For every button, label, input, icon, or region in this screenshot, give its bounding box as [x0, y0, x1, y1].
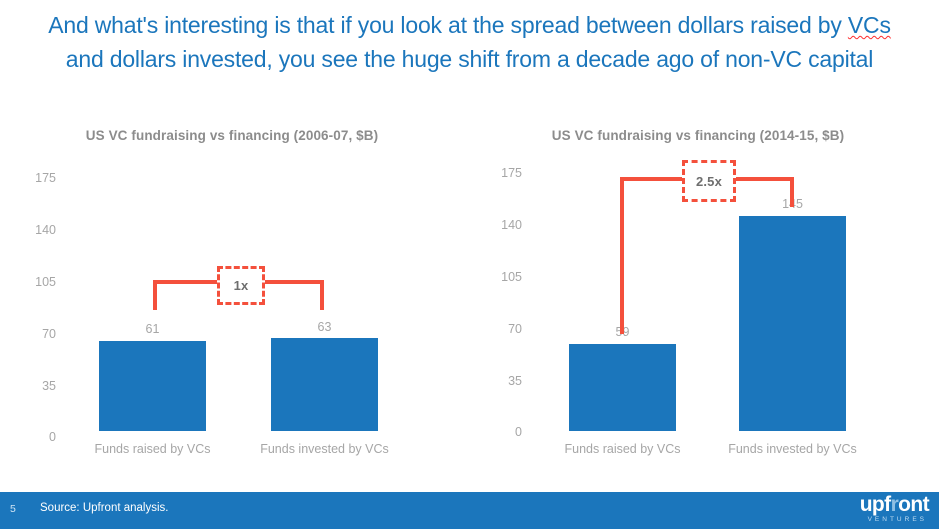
- chart-right-title: US VC fundraising vs financing (2014-15,…: [551, 128, 845, 143]
- chart-left-bracket-left-stem: [153, 280, 157, 310]
- slide-footer: 5 Source: Upfront analysis. upfront VENT…: [0, 492, 939, 529]
- chart-right-annotation-25x: 2.5x: [682, 160, 736, 202]
- chart-left-ytick-35: 35: [42, 379, 56, 393]
- chart-right-ytick-0: 0: [515, 425, 522, 439]
- chart-left-annotation-1x: 1x: [217, 266, 265, 305]
- logo-wordmark: upfront: [819, 493, 930, 516]
- chart-left: US VC fundraising vs financing (2006-07,…: [8, 118, 468, 478]
- chart-left-xlabel-funds-raised: Funds raised by VCs: [94, 442, 211, 456]
- chart-left-xlabel-funds-invested: Funds invested by VCs: [260, 442, 389, 456]
- chart-right-bracket-right-stem: [790, 177, 794, 207]
- chart-right: US VC fundraising vs financing (2014-15,…: [472, 118, 932, 478]
- chart-right-plot: 175 140 105 70 35 0 59 145 Funds raised …: [472, 118, 932, 478]
- chart-right-ytick-105: 105: [501, 270, 522, 284]
- chart-right-bracket-left-stem: [620, 177, 624, 334]
- chart-right-xlabel-funds-raised: Funds raised by VCs: [564, 442, 681, 456]
- chart-left-value-funds-invested: 63: [317, 320, 332, 334]
- chart-right-ytick-140: 140: [501, 218, 522, 232]
- chart-left-ytick-0: 0: [49, 430, 56, 444]
- chart-right-ytick-175: 175: [501, 166, 522, 180]
- chart-right-bar-funds-raised: [569, 344, 676, 431]
- chart-right-bar-funds-invested: [739, 216, 846, 431]
- source-note: Source: Upfront analysis.: [40, 502, 169, 514]
- chart-left-value-funds-raised: 61: [145, 322, 160, 336]
- chart-left-plot: 175 140 105 70 35 0 61 63 Funds raised b…: [8, 118, 468, 478]
- slide-headline: And what's interesting is that if you lo…: [0, 8, 939, 76]
- headline-line-2: and dollars invested, you see the huge s…: [65, 46, 874, 72]
- headline-line-1: And what's interesting is that if you lo…: [0, 8, 939, 42]
- chart-left-bar-funds-raised: [99, 341, 206, 431]
- chart-left-ytick-175: 175: [35, 171, 56, 185]
- chart-right-ytick-35: 35: [508, 374, 522, 388]
- chart-left-bar-funds-invested: [271, 338, 378, 431]
- headline-line-1-text: And what's interesting is that if you lo…: [48, 12, 848, 38]
- page-number: 5: [10, 503, 16, 515]
- chart-left-ytick-140: 140: [35, 223, 56, 237]
- chart-right-xlabel-funds-invested: Funds invested by VCs: [728, 442, 857, 456]
- chart-right-ytick-70: 70: [508, 322, 522, 336]
- headline-misspelled-word: VCs: [847, 12, 891, 38]
- logo-word-part-c: ont: [898, 493, 929, 516]
- logo-tagline: VENTURES: [867, 516, 927, 523]
- logo-word-part-a: upf: [859, 493, 891, 516]
- upfront-ventures-logo: upfront VENTURES: [819, 493, 930, 526]
- chart-left-ytick-105: 105: [35, 275, 56, 289]
- chart-left-ytick-70: 70: [42, 327, 56, 341]
- logo-word-part-r: r: [890, 493, 899, 516]
- chart-left-bracket-right-stem: [320, 280, 324, 310]
- chart-left-title: US VC fundraising vs financing (2006-07,…: [85, 128, 379, 143]
